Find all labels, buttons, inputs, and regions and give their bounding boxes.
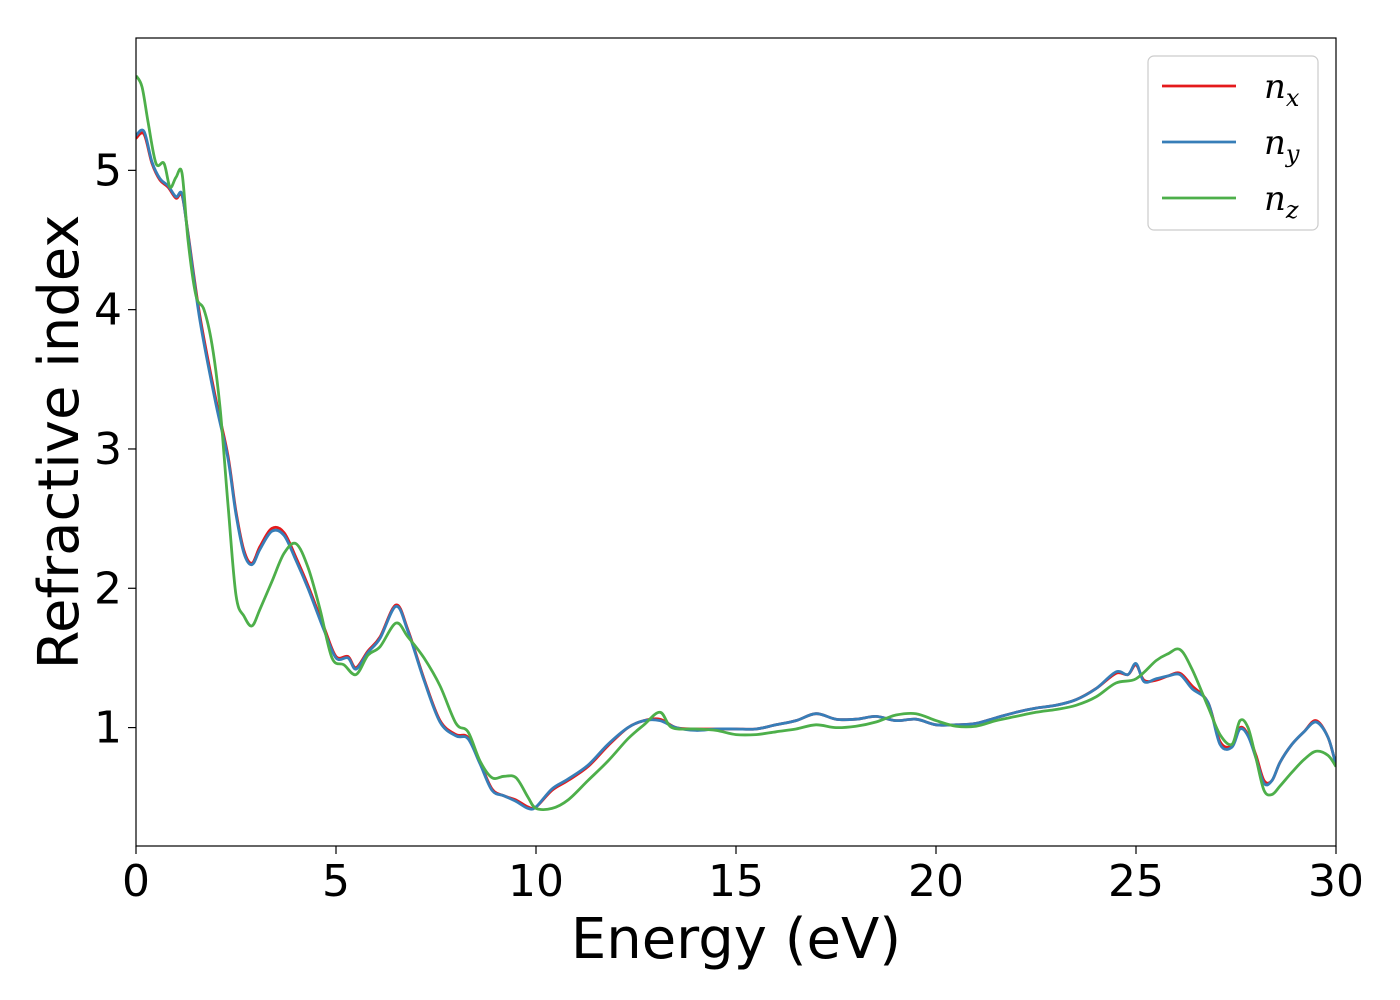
y-tick-label: 2 [94,563,122,614]
legend-label-y: ny [1264,123,1300,168]
y-tick-label: 3 [94,424,122,475]
legend-label-z: nz [1264,179,1299,224]
x-axis-label: Energy (eV) [571,907,901,972]
legend-label-subscript: y [1285,140,1300,168]
series-line-z [136,74,1336,811]
y-axis-label: Refractive index [27,215,92,670]
series-layer [136,74,1336,811]
y-tick-label: 1 [94,703,122,754]
x-tick-label: 15 [708,856,764,907]
y-tick-label: 5 [94,145,122,196]
plot-frame [135,37,1337,847]
x-tick-label: 0 [122,856,150,907]
legend-label-subscript: z [1285,196,1299,224]
legend-label-base: n [1264,67,1286,107]
legend-label-subscript: x [1286,84,1300,112]
legend-label-base: n [1264,179,1286,219]
x-tick-label: 5 [322,856,350,907]
y-axis-ticks: 1 2 3 4 5 [94,145,136,754]
legend-label-base: n [1264,123,1286,163]
series-line-y [136,128,1336,811]
x-tick-label: 25 [1108,856,1164,907]
legend-label-x: nx [1264,67,1300,112]
x-tick-label: 20 [908,856,964,907]
series-line-x [136,131,1336,810]
x-tick-label: 10 [508,856,564,907]
y-tick-label: 4 [94,285,122,336]
x-axis-ticks: 0 5 10 15 20 25 30 [122,846,1364,907]
x-tick-label: 30 [1308,856,1364,907]
